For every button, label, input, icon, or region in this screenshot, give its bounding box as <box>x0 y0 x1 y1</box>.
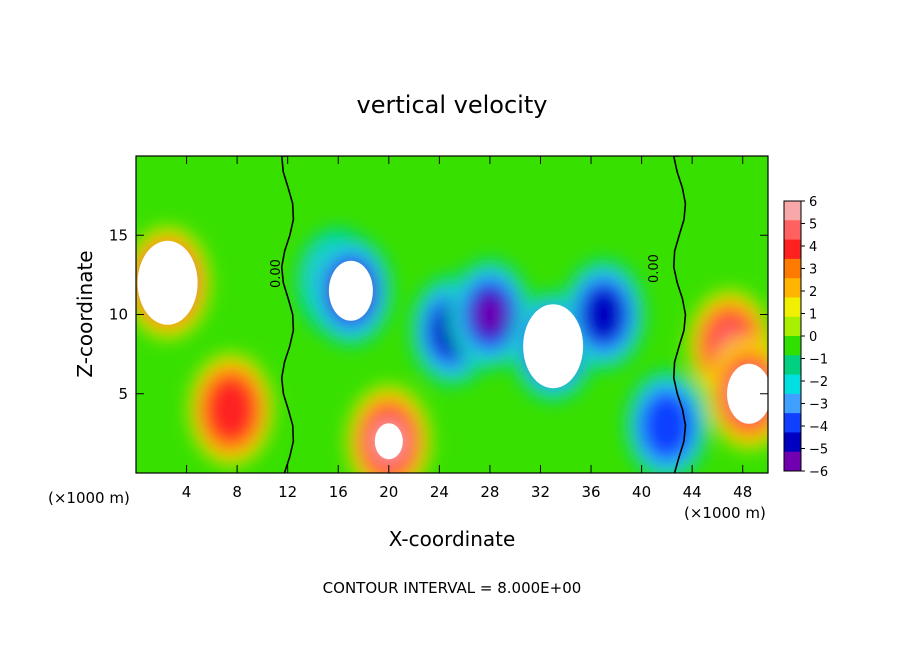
colorbar-tick-label: 6 <box>809 195 817 210</box>
saturated-region <box>374 423 403 460</box>
colorbar-bin <box>784 297 801 318</box>
saturated-region <box>727 363 768 424</box>
contour-lines <box>280 156 687 473</box>
x-tick-label: 16 <box>329 483 348 501</box>
x-tick-label: 36 <box>581 483 600 501</box>
x-tick-label: 48 <box>733 483 752 501</box>
colorbar-tick-label: 5 <box>809 218 817 233</box>
x-tick-label: 40 <box>632 483 651 501</box>
colorbar: 6 5 4 3 2 1 0 −1 −2 −3 −4 −5 −6 <box>783 195 828 480</box>
saturated-regions <box>137 240 768 460</box>
x-axis: 4 8 12 16 20 24 28 32 36 40 44 48 <box>182 156 752 501</box>
y-axis: 5 10 15 <box>109 226 768 403</box>
colorbar-tick-label: −6 <box>809 465 828 480</box>
field-blob <box>474 294 505 335</box>
colorbar-tick-label: −2 <box>809 375 828 390</box>
y-tick-label: 15 <box>109 226 128 244</box>
x-tick-label: 8 <box>232 483 242 501</box>
colorbar-tick-label: −3 <box>809 398 828 413</box>
colorbar-tick-label: 2 <box>809 285 817 300</box>
x-tick-label: 12 <box>278 483 297 501</box>
field-blob <box>205 375 257 444</box>
x-tick-label: 32 <box>531 483 550 501</box>
saturated-region <box>523 304 584 389</box>
x-tick-label: 44 <box>683 483 702 501</box>
x-axis-label: X-coordinate <box>389 527 516 551</box>
colorbar-tick-label: −1 <box>809 353 828 368</box>
colorbar-tick-label: −5 <box>809 443 828 458</box>
field-blob <box>583 287 624 342</box>
saturated-region <box>137 240 198 325</box>
colorbar-bin <box>784 258 801 279</box>
colorbar-tick-label: 3 <box>809 263 817 278</box>
y-tick-label: 5 <box>118 385 128 403</box>
x-tick-label: 28 <box>480 483 499 501</box>
colorbar-bin <box>784 432 801 453</box>
saturated-region <box>328 260 373 321</box>
colorbar-bin <box>784 355 801 375</box>
y-axis-label: Z-coordinate <box>73 250 97 377</box>
colorbar-bin <box>784 374 801 395</box>
plot-area <box>136 156 768 473</box>
zero-contour <box>672 156 687 473</box>
colorbar-tick-label: 0 <box>809 330 817 345</box>
x-tick-label: 24 <box>430 483 449 501</box>
chart-title: vertical velocity <box>357 91 548 119</box>
contour-interval-note: CONTOUR INTERVAL = 8.000E+00 <box>323 579 582 597</box>
colorbar-bin <box>784 451 801 472</box>
colorbar-bin <box>784 316 801 337</box>
colorbar-bin <box>784 393 801 414</box>
colorbar-bin <box>784 278 801 298</box>
zero-contour <box>280 156 295 473</box>
x-tick-label: 20 <box>379 483 398 501</box>
colorbar-bin <box>784 220 801 240</box>
contour-label: 0.00 <box>647 254 662 283</box>
x-unit-right: (×1000 m) <box>684 504 766 522</box>
colorbar-bin <box>784 239 801 260</box>
colorbar-tick-label: −4 <box>809 420 828 435</box>
x-tick-label: 4 <box>182 483 192 501</box>
colorbar-bin <box>784 336 801 356</box>
contour-label: 0.00 <box>269 259 284 288</box>
x-unit-left: (×1000 m) <box>48 489 130 507</box>
colorbar-tick-label: 1 <box>809 308 817 323</box>
colorbar-bin <box>784 201 801 221</box>
y-tick-label: 10 <box>109 306 128 324</box>
colorbar-bin <box>784 413 801 433</box>
field-blob <box>641 391 693 460</box>
colorbar-tick-label: 4 <box>809 240 817 255</box>
